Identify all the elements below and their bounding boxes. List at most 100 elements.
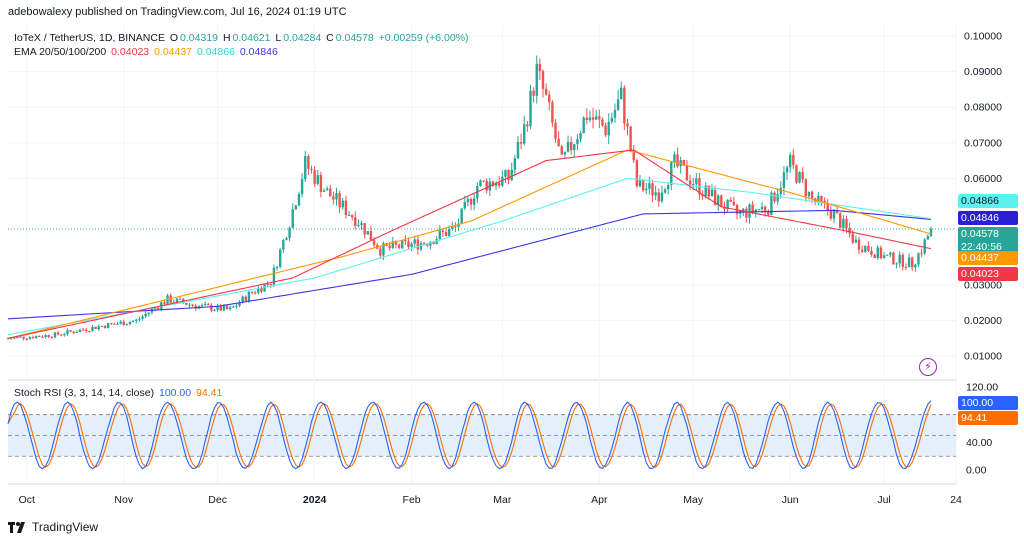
candle-body — [175, 298, 179, 303]
candle-body — [88, 331, 91, 333]
candle-body — [447, 229, 451, 237]
candle-body — [329, 188, 332, 197]
candle-body — [194, 305, 197, 309]
candle-body — [726, 199, 729, 210]
candle-body — [810, 191, 814, 199]
candle-body — [388, 245, 391, 248]
candle-body — [28, 337, 32, 339]
candle-body — [410, 243, 413, 247]
candle-body — [817, 195, 820, 202]
candle-body — [78, 329, 82, 332]
candle-body — [485, 180, 488, 191]
candle-body — [510, 169, 513, 180]
candle-body — [366, 231, 370, 235]
candle-body — [322, 190, 326, 192]
symbol-legend: IoTeX / TetherUS, 1D, BINANCE O 0.04319 H… — [14, 32, 471, 44]
candle-body — [344, 200, 348, 216]
time-tick-label: Oct — [19, 494, 35, 506]
last-price-label: 0.04578 — [958, 227, 1018, 241]
candle-body — [438, 230, 441, 240]
ema100-value: 0.04866 — [196, 46, 235, 58]
tradingview-logo-icon — [8, 521, 25, 533]
candle-body — [250, 291, 254, 293]
candle-body — [350, 214, 354, 218]
candle-body — [116, 323, 119, 325]
candle-body — [904, 266, 908, 268]
candle-body — [178, 298, 182, 300]
candle-body — [776, 194, 779, 202]
time-tick-label: 2024 — [303, 494, 327, 506]
candle-body — [75, 331, 79, 333]
candle-body — [854, 239, 858, 243]
candle-body — [185, 302, 188, 305]
candle-body — [867, 245, 870, 252]
candle-body — [620, 87, 623, 100]
candle-body — [304, 156, 307, 180]
candle-body — [285, 238, 288, 240]
price-tick-label: 0.09000 — [964, 66, 1002, 78]
candle-body — [632, 151, 635, 161]
close-value: 0.04578 — [335, 32, 374, 44]
candle-body — [47, 335, 50, 338]
price-tick-label: 0.01000 — [964, 351, 1002, 363]
candle-body — [404, 240, 407, 242]
candle-body — [232, 306, 235, 308]
candle-body — [135, 319, 138, 321]
candle-body — [313, 169, 316, 184]
candle-body — [460, 208, 463, 224]
candle-body — [472, 198, 476, 205]
candle-body — [207, 304, 210, 306]
candle-body — [269, 283, 273, 285]
candle-body — [466, 198, 470, 203]
candle-body — [732, 201, 736, 206]
candle-body — [870, 251, 873, 255]
high-label: H — [222, 32, 231, 44]
candle-body — [507, 170, 510, 180]
ema100-line — [7, 177, 932, 336]
candle-body — [454, 226, 457, 228]
stoch-k-label: 100.00 — [958, 396, 1018, 410]
lightning-icon[interactable]: ⚡ — [919, 358, 937, 376]
candle-body — [125, 324, 129, 326]
candle-body — [253, 292, 257, 294]
candle-body — [857, 239, 861, 250]
candle-body — [213, 309, 216, 311]
candle-body — [860, 249, 864, 252]
open-label: O — [169, 32, 179, 44]
candle-body — [122, 321, 125, 326]
candle-body — [691, 184, 695, 186]
candle-body — [835, 210, 839, 214]
candle-body — [200, 304, 204, 307]
candle-body — [278, 249, 282, 267]
candle-body — [272, 267, 276, 285]
candle-body — [685, 165, 689, 181]
candle-body — [110, 323, 113, 325]
candle-body — [422, 243, 426, 245]
ema100-price-label: 0.04866 — [958, 194, 1018, 208]
candle-body — [22, 336, 25, 339]
candle-body — [582, 117, 585, 134]
candlestick-series — [6, 55, 933, 341]
candle-body — [707, 185, 711, 197]
low-value: 0.04284 — [283, 32, 322, 44]
candle-body — [710, 189, 714, 197]
candle-body — [848, 227, 851, 234]
candle-body — [291, 209, 294, 228]
candle-body — [648, 183, 651, 189]
candle-body — [594, 116, 598, 120]
candle-body — [469, 198, 473, 205]
candle-body — [829, 210, 833, 219]
candle-body — [720, 195, 723, 207]
tradingview-brand[interactable]: TradingView — [8, 520, 98, 534]
candle-body — [788, 154, 792, 168]
time-tick-label: Mar — [493, 494, 512, 506]
candle-body — [898, 254, 901, 264]
candle-body — [654, 192, 657, 196]
candle-body — [457, 223, 460, 228]
candle-body — [491, 181, 495, 186]
price-tick-label: 0.06000 — [964, 173, 1002, 185]
ema50-price-label: 0.04437 — [958, 251, 1018, 265]
candle-body — [25, 338, 28, 340]
ema20-line — [7, 149, 932, 339]
